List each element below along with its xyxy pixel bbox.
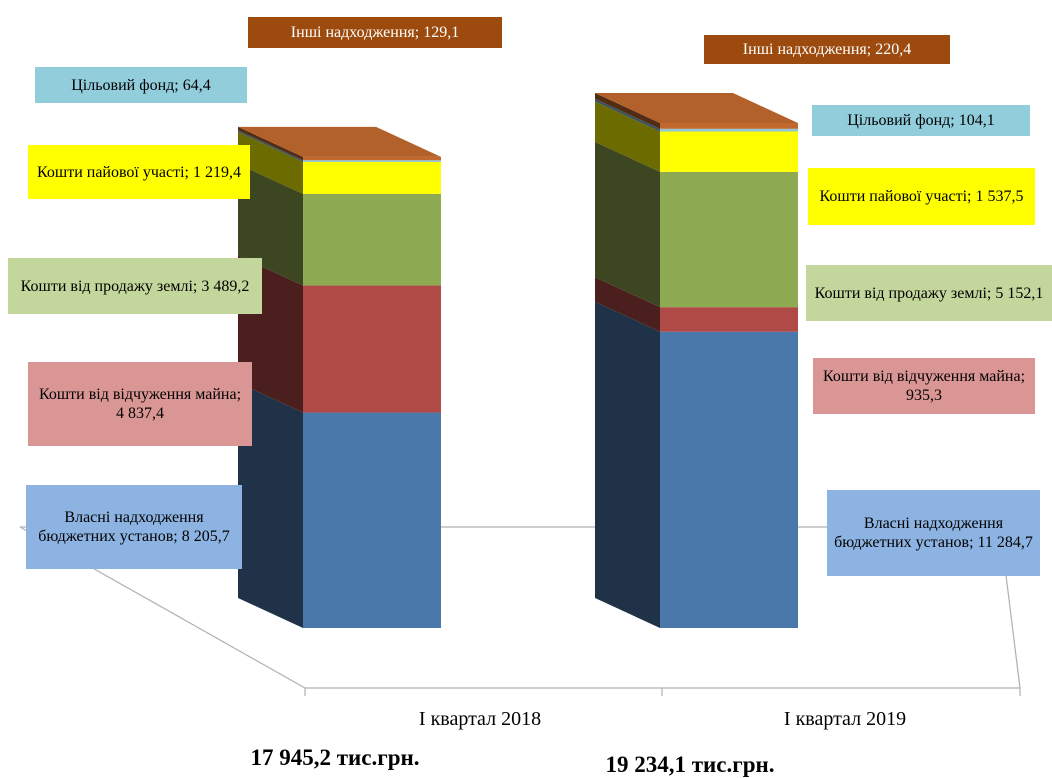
bar-segment: [303, 412, 441, 628]
data-label: Інші надходження; 220,4: [704, 35, 950, 64]
bar-segment: [303, 161, 441, 194]
total-label: 19 234,1 тис.грн.: [605, 752, 775, 777]
data-label: Власні надходження бюджетних установ; 11…: [827, 490, 1040, 576]
bar-side: [595, 141, 660, 308]
bar-side: [238, 126, 303, 161]
bar-side: [238, 130, 303, 162]
data-label: Кошти від продажу землі; 5 152,1: [806, 265, 1052, 321]
bar-side: [595, 301, 660, 628]
bar-side: [595, 277, 660, 332]
bar-segment: [660, 307, 798, 332]
data-label: Кошти від відчуження майна; 4 837,4: [28, 362, 252, 446]
x-tick-label: І квартал 2019: [783, 708, 907, 730]
bar-segment: [303, 156, 441, 161]
data-label: Інші надходження; 129,1: [248, 17, 502, 48]
bar-segment: [303, 193, 441, 286]
bar-segment: [660, 131, 798, 172]
bar-segment: [660, 128, 798, 132]
data-label: Кошти від продажу землі; 3 489,2: [8, 258, 262, 314]
bar-segment: [303, 160, 441, 162]
bar-top: [238, 126, 441, 157]
x-tick-label: І квартал 2018: [418, 708, 542, 730]
data-label: Власні надходження бюджетних установ; 8 …: [26, 485, 242, 569]
bar-side: [595, 93, 660, 129]
bar-segment: [660, 331, 798, 628]
bar-top: [595, 93, 798, 123]
data-label: Цільовий фонд; 64,4: [35, 67, 247, 103]
data-label: Цільовий фонд; 104,1: [812, 105, 1030, 136]
bar-side: [238, 131, 303, 194]
bar-side: [238, 382, 303, 628]
bar-side: [595, 98, 660, 132]
bar-segment: [303, 285, 441, 413]
bar-segment: [660, 171, 798, 308]
bar-side: [595, 101, 660, 172]
bar-segment: [660, 123, 798, 129]
data-label: Кошти від відчуження майна; 935,3: [813, 358, 1035, 414]
bar-side: [238, 163, 303, 286]
data-label: Кошти пайової участі; 1 219,4: [28, 145, 250, 199]
data-label: Кошти пайової участі; 1 537,5: [808, 168, 1035, 225]
total-label: 17 945,2 тис.грн.: [250, 745, 420, 770]
